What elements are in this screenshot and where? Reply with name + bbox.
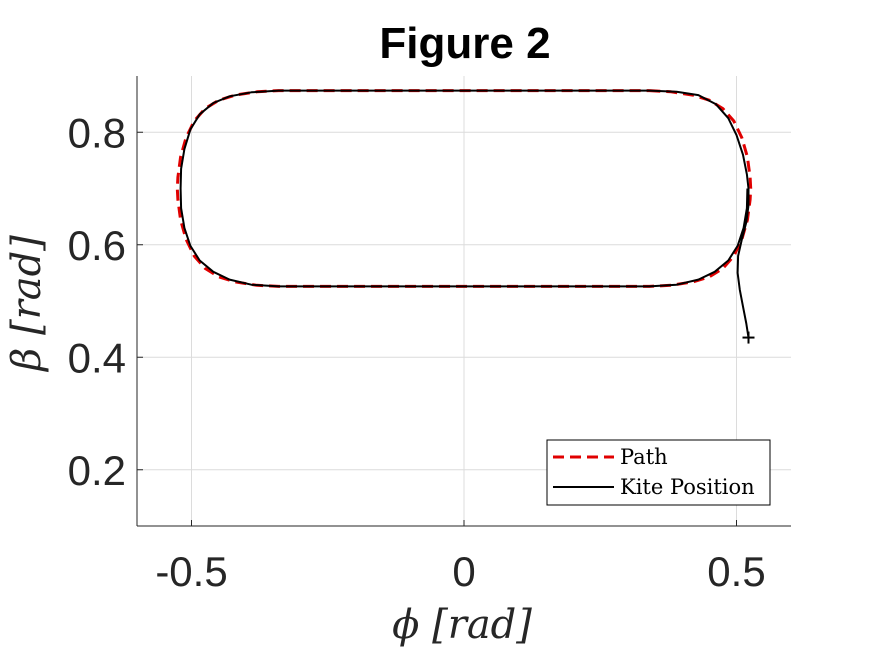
x-ticks: -0.5 0 0.5 (155, 520, 766, 595)
x-tick-label: 0 (452, 548, 475, 595)
y-axis-label: β [rad] (4, 235, 50, 373)
legend-label-path: Path (620, 445, 668, 469)
legend-label-kite-position: Kite Position (620, 475, 755, 499)
x-axis-label: ϕ [rad] (392, 602, 532, 648)
x-tick-label: 0.5 (707, 548, 765, 595)
legend: Path Kite Position (546, 439, 771, 506)
series-line-kite-position (179, 89, 750, 338)
x-tick-label: -0.5 (155, 548, 227, 595)
legend-box (546, 439, 771, 506)
series-layer (175, 89, 753, 338)
y-tick-label: 0.2 (68, 447, 126, 494)
marker-layer (742, 331, 755, 344)
y-ticks: 0.2 0.4 0.6 0.8 (68, 109, 143, 494)
y-tick-label: 0.6 (68, 222, 126, 269)
y-tick-label: 0.4 (68, 334, 126, 381)
start-marker (742, 331, 755, 344)
y-tick-label: 0.8 (68, 109, 126, 156)
chart-title: Figure 2 (379, 19, 550, 68)
